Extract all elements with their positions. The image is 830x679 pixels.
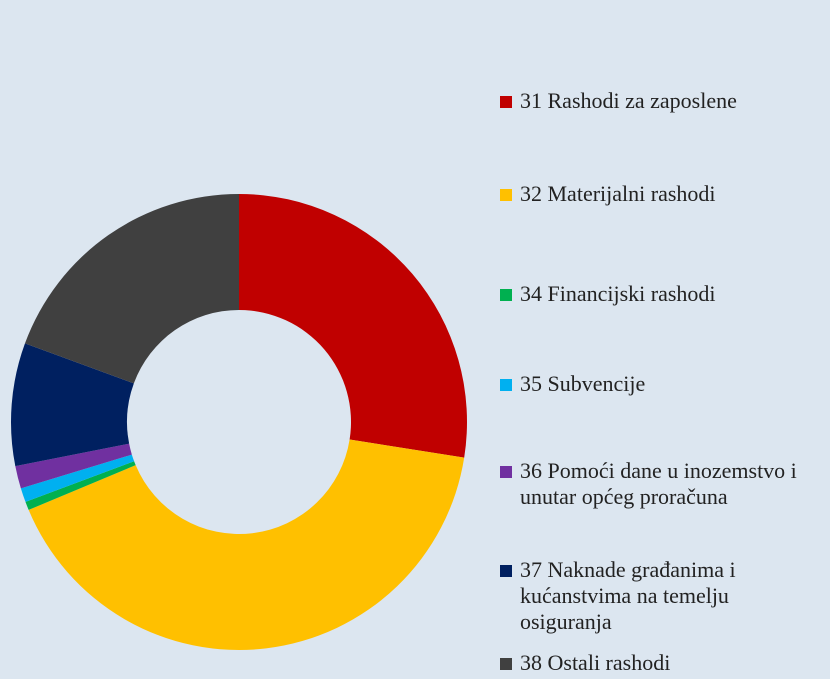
legend-swatch (500, 565, 512, 577)
legend-label: 35 Subvencije (520, 371, 646, 396)
legend-item: 31 Rashodi za zaposlene (500, 88, 822, 114)
legend-label: 32 Materijalni rashodi (520, 181, 716, 206)
legend-label: 34 Financijski rashodi (520, 281, 716, 306)
legend-label: 31 Rashodi za zaposlene (520, 88, 737, 113)
donut-segment (24, 194, 239, 384)
legend-item: 32 Materijalni rashodi (500, 181, 822, 207)
legend-swatch (500, 658, 512, 670)
donut-segment (20, 454, 135, 502)
donut-segment (28, 439, 465, 650)
donut-segment (25, 461, 136, 510)
legend-item: 34 Financijski rashodi (500, 281, 822, 307)
legend-item: 36 Pomoći dane u inozemstvo i unutar opć… (500, 458, 822, 510)
legend-swatch (500, 289, 512, 301)
donut-segment (11, 343, 134, 467)
legend-swatch (500, 379, 512, 391)
donut-segment (15, 443, 132, 489)
legend-swatch (500, 96, 512, 108)
legend-swatch (500, 466, 512, 478)
donut-segment (239, 194, 467, 458)
legend-item: 38 Ostali rashodi (500, 650, 822, 676)
legend-item: 35 Subvencije (500, 371, 822, 397)
donut (11, 194, 467, 650)
legend-swatch (500, 189, 512, 201)
legend-label: 36 Pomoći dane u inozemstvo i unutar opć… (520, 458, 797, 509)
legend-item: 37 Naknade građanima i kućanstvima na te… (500, 557, 822, 635)
legend-label: 37 Naknade građanima i kućanstvima na te… (520, 557, 736, 634)
legend-label: 38 Ostali rashodi (520, 650, 671, 675)
